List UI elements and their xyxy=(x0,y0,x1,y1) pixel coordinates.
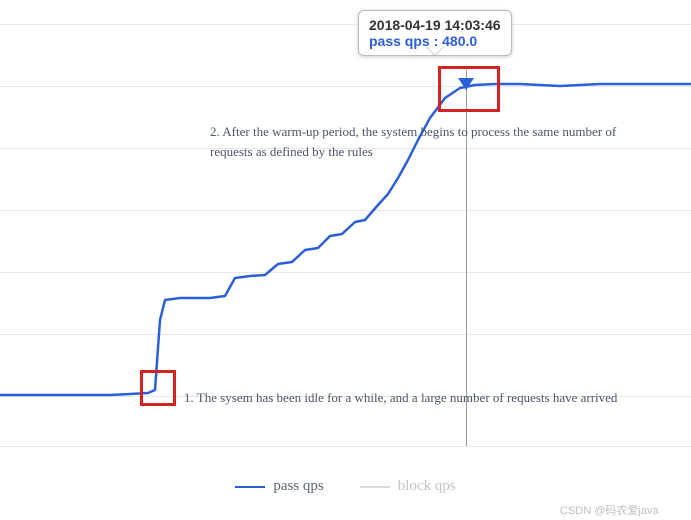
highlight-box-1 xyxy=(140,370,176,406)
tooltip-timestamp: 2018-04-19 14:03:46 xyxy=(369,17,501,33)
legend-item-block-qps[interactable]: block qps xyxy=(360,478,456,495)
chart-legend: pass qps block qps xyxy=(0,478,691,495)
hover-marker-triangle xyxy=(458,78,474,90)
annotation-1: 1. The sysem has been idle for a while, … xyxy=(184,388,664,408)
legend-swatch xyxy=(360,486,390,488)
chart-series xyxy=(0,0,691,520)
watermark: CSDN @码农爱java xyxy=(560,502,659,518)
tooltip-value: pass qps : 480.0 xyxy=(369,33,501,49)
legend-item-pass-qps[interactable]: pass qps xyxy=(235,478,323,495)
legend-label: block qps xyxy=(398,478,456,494)
annotation-2: 2. After the warm-up period, the system … xyxy=(210,122,650,161)
legend-label: pass qps xyxy=(273,478,323,494)
legend-swatch xyxy=(235,486,265,488)
chart-tooltip: 2018-04-19 14:03:46 pass qps : 480.0 xyxy=(358,10,512,56)
